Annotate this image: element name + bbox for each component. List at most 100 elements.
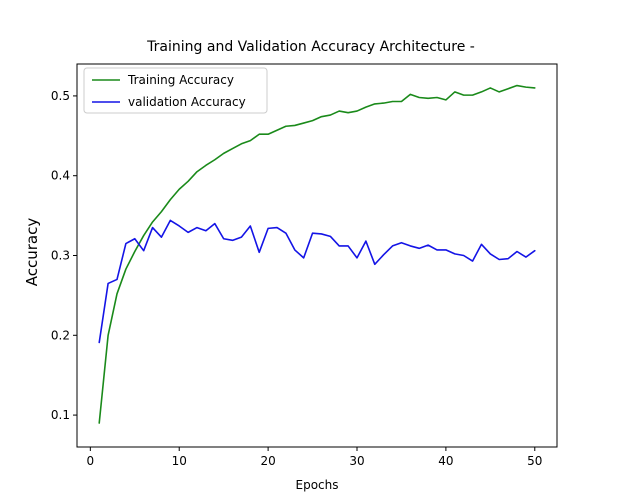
x-axis-title: Epochs: [296, 478, 339, 492]
data-point-0-40: [454, 91, 456, 93]
data-point-0-36: [418, 96, 420, 98]
data-point-0-49: [534, 87, 536, 89]
data-point-1-26: [329, 235, 331, 237]
data-point-1-5: [142, 250, 144, 252]
data-point-0-25: [320, 115, 322, 117]
data-point-0-37: [427, 97, 429, 99]
data-point-0-9: [178, 188, 180, 190]
data-point-0-46: [507, 88, 509, 90]
data-point-0-10: [187, 180, 189, 182]
y-tick-label: 0.4: [51, 169, 70, 183]
x-tick-label: 30: [349, 454, 364, 468]
data-point-1-17: [249, 225, 251, 227]
data-point-0-45: [498, 91, 500, 93]
y-tick-label: 0.2: [51, 328, 70, 342]
plot-frame: [76, 63, 558, 448]
data-point-0-0: [98, 422, 100, 424]
data-point-0-13: [214, 159, 216, 161]
data-point-0-30: [365, 106, 367, 108]
data-point-1-8: [169, 219, 171, 221]
data-point-1-19: [267, 227, 269, 229]
data-point-1-37: [427, 244, 429, 246]
data-point-0-12: [205, 164, 207, 166]
data-point-0-29: [356, 110, 358, 112]
data-point-0-38: [436, 96, 438, 98]
data-point-0-34: [400, 100, 402, 102]
legend-box: [83, 67, 268, 114]
data-point-1-44: [489, 253, 491, 255]
data-point-1-23: [302, 257, 304, 259]
data-point-0-44: [489, 87, 491, 89]
data-point-1-10: [187, 231, 189, 233]
data-point-0-18: [258, 133, 260, 135]
data-point-0-16: [240, 143, 242, 145]
data-point-1-6: [151, 226, 153, 228]
data-point-1-36: [418, 247, 420, 249]
data-point-1-40: [454, 253, 456, 255]
data-point-0-26: [329, 114, 331, 116]
data-point-1-14: [222, 238, 224, 240]
data-point-0-31: [374, 103, 376, 105]
data-point-0-2: [116, 293, 118, 295]
data-point-0-32: [382, 102, 384, 104]
series-line-1: [98, 219, 536, 344]
data-point-0-6: [151, 221, 153, 223]
data-point-0-28: [347, 111, 349, 113]
data-point-1-4: [134, 238, 136, 240]
data-point-1-21: [285, 232, 287, 234]
data-point-1-43: [480, 243, 482, 245]
data-point-0-23: [302, 122, 304, 124]
y-tick-label: 0.3: [51, 249, 70, 263]
data-point-0-19: [267, 133, 269, 135]
legend-label-1: validation Accuracy: [128, 95, 246, 109]
data-point-1-22: [294, 249, 296, 251]
data-point-0-11: [196, 171, 198, 173]
data-point-0-15: [231, 147, 233, 149]
data-point-1-3: [125, 242, 127, 244]
data-point-1-29: [356, 257, 358, 259]
data-point-1-47: [516, 250, 518, 252]
data-point-0-21: [285, 125, 287, 127]
chart-title: Training and Validation Accuracy Archite…: [146, 39, 475, 55]
data-point-1-46: [507, 257, 509, 259]
data-point-0-14: [222, 152, 224, 154]
series-line-0: [98, 84, 536, 424]
data-point-1-7: [160, 236, 162, 238]
x-axis-ticks: 0 10 20 30 40 50: [87, 447, 542, 468]
data-point-1-13: [214, 222, 216, 224]
data-point-1-49: [534, 250, 536, 252]
y-tick-label: 0.1: [51, 408, 70, 422]
data-point-0-48: [525, 86, 527, 88]
data-point-0-17: [249, 139, 251, 141]
data-point-1-16: [240, 236, 242, 238]
data-point-1-1: [107, 282, 109, 284]
data-point-1-11: [196, 226, 198, 228]
x-tick-label: 20: [260, 454, 275, 468]
data-point-0-7: [160, 210, 162, 212]
data-point-0-22: [294, 124, 296, 126]
legend-label-0: Training Accuracy: [127, 73, 234, 87]
data-point-0-5: [142, 234, 144, 236]
data-point-1-27: [338, 245, 340, 247]
x-tick-label: 40: [438, 454, 453, 468]
y-tick-label: 0.5: [51, 89, 70, 103]
data-point-1-25: [320, 233, 322, 235]
legend: Training Accuracy validation Accuracy: [83, 67, 268, 114]
data-point-1-35: [409, 245, 411, 247]
data-point-1-0: [98, 341, 100, 343]
data-point-1-42: [471, 260, 473, 262]
data-point-0-3: [125, 268, 127, 270]
data-point-1-45: [498, 258, 500, 260]
data-point-1-39: [445, 249, 447, 251]
data-point-1-31: [374, 263, 376, 265]
data-point-1-34: [400, 242, 402, 244]
data-point-1-32: [382, 254, 384, 256]
data-point-1-18: [258, 251, 260, 253]
x-tick-label: 0: [87, 454, 95, 468]
data-point-1-41: [462, 254, 464, 256]
data-point-0-4: [134, 250, 136, 252]
data-point-0-1: [107, 334, 109, 336]
data-point-0-41: [462, 94, 464, 96]
data-point-0-33: [391, 100, 393, 102]
